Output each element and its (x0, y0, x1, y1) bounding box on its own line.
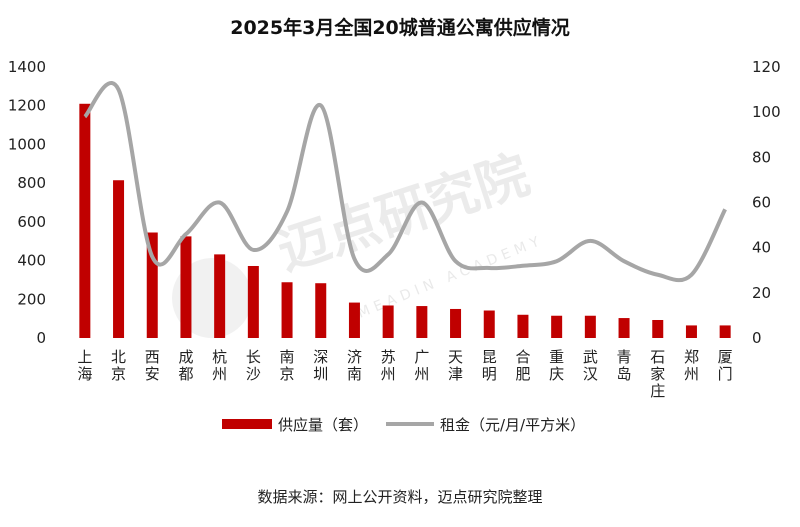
bar-天津 (450, 308, 462, 338)
bar-杭州 (214, 254, 226, 338)
bar-广州 (416, 306, 428, 338)
right-axis-ticks: 0 20 40 60 80 100 120 (752, 58, 781, 347)
category-label: 武汉 (583, 348, 598, 383)
right-tick-label: 20 (752, 284, 771, 302)
bar-重庆 (551, 315, 563, 338)
bar-series (79, 103, 731, 339)
bar-上海 (79, 103, 91, 339)
bar-厦门 (719, 325, 731, 338)
bar-郑州 (685, 325, 697, 338)
left-tick-label: 1000 (8, 135, 46, 153)
category-label: 青岛 (617, 348, 632, 383)
bar-北京 (113, 180, 125, 338)
category-label: 广州 (414, 348, 429, 383)
legend-bar-swatch (222, 419, 272, 429)
category-label: 西安 (145, 348, 160, 383)
bar-南京 (281, 282, 293, 338)
left-axis-ticks: 0 200 400 600 800 1000 1200 1400 (8, 58, 46, 347)
bar-苏州 (382, 305, 394, 338)
bar-青岛 (618, 318, 630, 338)
bar-武汉 (584, 315, 596, 338)
category-label: 苏州 (381, 348, 396, 383)
right-tick-label: 100 (752, 103, 781, 121)
left-tick-label: 1200 (8, 97, 46, 115)
right-tick-label: 120 (752, 58, 781, 76)
left-tick-label: 400 (17, 252, 46, 270)
bar-石家庄 (652, 319, 664, 338)
bar-合肥 (517, 314, 529, 338)
bar-深圳 (315, 283, 327, 338)
category-label: 北京 (111, 348, 126, 383)
left-tick-label: 0 (36, 329, 46, 347)
left-tick-label: 1400 (8, 58, 46, 76)
chart-title: 2025年3月全国20城普通公寓供应情况 (230, 16, 570, 39)
source-note: 数据来源：网上公开资料，迈点研究院整理 (257, 488, 542, 506)
category-label: 南京 (280, 348, 295, 383)
legend-bar-label: 供应量（套） (278, 416, 368, 434)
category-label: 重庆 (549, 348, 564, 383)
right-tick-label: 40 (752, 239, 771, 257)
rent-line (83, 81, 727, 283)
category-label: 济南 (347, 348, 362, 383)
bar-成都 (180, 236, 192, 338)
bar-长沙 (247, 265, 259, 338)
category-label: 合肥 (515, 348, 530, 383)
right-tick-label: 60 (752, 194, 771, 212)
left-tick-label: 800 (17, 174, 46, 192)
category-label: 深圳 (313, 348, 328, 383)
category-label: 长沙 (246, 348, 261, 383)
legend-line-label: 租金（元/月/平方米） (440, 416, 585, 434)
category-label: 天津 (448, 348, 463, 383)
legend: 供应量（套） 租金（元/月/平方米） (222, 416, 585, 434)
left-tick-label: 600 (17, 213, 46, 231)
category-label: 石家庄 (650, 348, 665, 400)
category-label: 昆明 (482, 348, 497, 383)
bar-昆明 (483, 310, 495, 338)
category-label: 成都 (178, 348, 193, 383)
category-label: 杭州 (212, 348, 227, 383)
category-label: 郑州 (684, 348, 699, 383)
bar-济南 (348, 302, 360, 338)
category-label: 厦门 (718, 348, 733, 383)
right-tick-label: 80 (752, 148, 771, 166)
right-tick-label: 0 (752, 329, 762, 347)
category-label: 上海 (77, 348, 92, 383)
left-tick-label: 200 (17, 290, 46, 308)
bar-西安 (146, 232, 158, 338)
